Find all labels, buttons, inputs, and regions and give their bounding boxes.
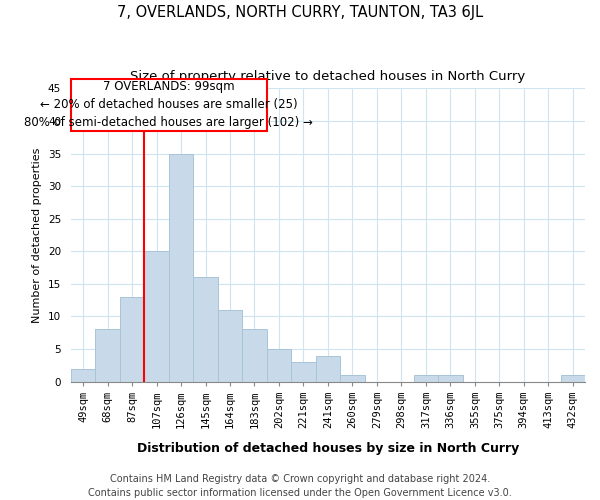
Bar: [193, 278, 218, 382]
Bar: [218, 310, 242, 382]
Bar: [169, 154, 193, 382]
Bar: [316, 356, 340, 382]
Bar: [242, 330, 267, 382]
Bar: [71, 368, 95, 382]
Bar: [291, 362, 316, 382]
X-axis label: Distribution of detached houses by size in North Curry: Distribution of detached houses by size …: [137, 442, 519, 455]
Bar: [95, 330, 120, 382]
Title: Size of property relative to detached houses in North Curry: Size of property relative to detached ho…: [130, 70, 526, 83]
Text: 7 OVERLANDS: 99sqm
← 20% of detached houses are smaller (25)
80% of semi-detache: 7 OVERLANDS: 99sqm ← 20% of detached hou…: [25, 80, 313, 129]
Bar: [560, 375, 585, 382]
Text: 7, OVERLANDS, NORTH CURRY, TAUNTON, TA3 6JL: 7, OVERLANDS, NORTH CURRY, TAUNTON, TA3 …: [117, 5, 483, 20]
Bar: [267, 349, 291, 382]
Bar: [145, 251, 169, 382]
Bar: [413, 375, 438, 382]
Bar: [120, 297, 145, 382]
Text: Contains HM Land Registry data © Crown copyright and database right 2024.
Contai: Contains HM Land Registry data © Crown c…: [88, 474, 512, 498]
Bar: [438, 375, 463, 382]
Y-axis label: Number of detached properties: Number of detached properties: [32, 148, 43, 322]
Bar: [340, 375, 365, 382]
FancyBboxPatch shape: [71, 78, 267, 130]
